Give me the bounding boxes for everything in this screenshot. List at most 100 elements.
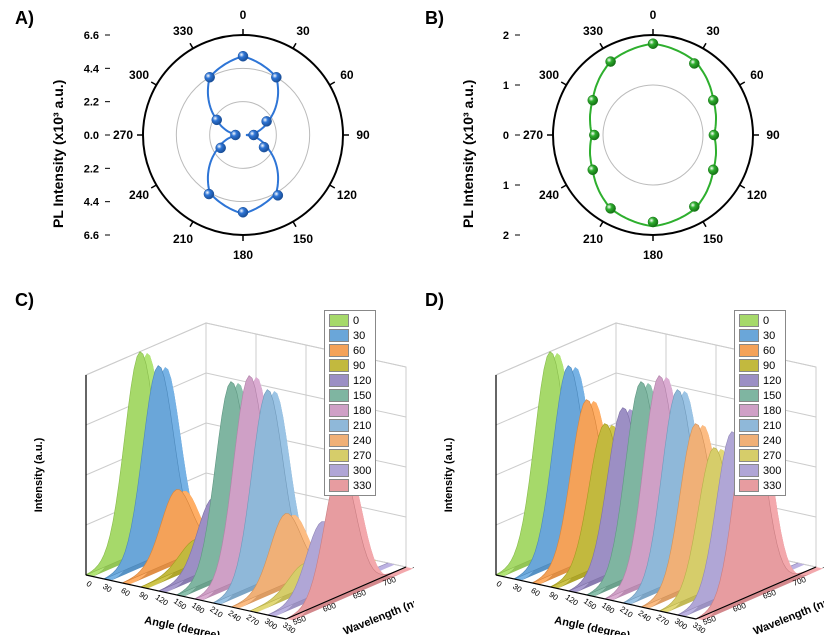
- svg-text:120: 120: [747, 188, 767, 202]
- svg-text:0: 0: [85, 579, 94, 589]
- svg-text:4.4: 4.4: [84, 63, 100, 75]
- legend-swatch: [329, 314, 349, 327]
- legend-label: 300: [353, 465, 371, 477]
- legend-swatch: [329, 449, 349, 462]
- svg-text:240: 240: [539, 188, 559, 202]
- legend-label: 0: [353, 315, 359, 327]
- svg-text:90: 90: [137, 590, 150, 603]
- svg-text:270: 270: [245, 613, 262, 628]
- legend-c: 0306090120150180210240270300330: [324, 310, 376, 496]
- legend-item: 330: [739, 478, 781, 493]
- legend-item: 0: [329, 313, 371, 328]
- legend-label: 330: [353, 480, 371, 492]
- legend-d: 0 30 60 90 120 150 180 210 240 270 300 330: [734, 310, 786, 496]
- legend-swatch: [739, 359, 759, 372]
- svg-text:2.2: 2.2: [84, 97, 99, 109]
- svg-text:2: 2: [503, 230, 509, 242]
- legend-swatch: [739, 464, 759, 477]
- svg-text:120: 120: [337, 188, 357, 202]
- legend-label: 180: [353, 405, 371, 417]
- legend-label: 210: [763, 420, 781, 432]
- svg-text:Angle (degree): Angle (degree): [143, 614, 221, 635]
- svg-text:60: 60: [529, 586, 542, 599]
- svg-text:120: 120: [154, 593, 171, 608]
- legend-label: 90: [763, 360, 775, 372]
- legend-label: 300: [763, 465, 781, 477]
- svg-text:300: 300: [673, 617, 690, 632]
- svg-text:90: 90: [766, 128, 780, 142]
- svg-text:1: 1: [503, 180, 509, 192]
- panel-a-ylabel: PL Intensity (x10³ a.u.): [50, 48, 66, 228]
- svg-text:4.4: 4.4: [84, 197, 100, 209]
- svg-text:30: 30: [296, 24, 310, 38]
- legend-item: 120: [739, 373, 781, 388]
- figure: A) PL Intensity (x10³ a.u.) 030609012015…: [0, 0, 839, 641]
- legend-item: 300: [329, 463, 371, 478]
- legend-swatch: [739, 419, 759, 432]
- svg-text:330: 330: [173, 24, 193, 38]
- legend-swatch: [329, 374, 349, 387]
- legend-label: 180: [763, 405, 781, 417]
- legend-label: 270: [763, 450, 781, 462]
- legend-swatch: [739, 449, 759, 462]
- legend-swatch: [329, 329, 349, 342]
- svg-text:300: 300: [263, 617, 280, 632]
- svg-text:270: 270: [113, 128, 133, 142]
- svg-text:0: 0: [650, 8, 657, 22]
- svg-text:330: 330: [583, 24, 603, 38]
- legend-swatch: [329, 359, 349, 372]
- legend-label: 30: [763, 330, 775, 342]
- legend-swatch: [739, 374, 759, 387]
- legend-label: 90: [353, 360, 365, 372]
- svg-text:270: 270: [523, 128, 543, 142]
- legend-item: 210: [329, 418, 371, 433]
- svg-text:150: 150: [582, 597, 599, 612]
- legend-label: 330: [763, 480, 781, 492]
- svg-text:180: 180: [600, 601, 617, 616]
- polar-chart-a: 03060901201501802102402703003300.02.22.2…: [78, 5, 408, 265]
- legend-item: 270: [739, 448, 781, 463]
- svg-text:150: 150: [293, 232, 313, 246]
- svg-text:210: 210: [208, 605, 225, 620]
- svg-text:240: 240: [129, 188, 149, 202]
- svg-text:150: 150: [703, 232, 723, 246]
- svg-text:240: 240: [636, 609, 653, 624]
- svg-text:150: 150: [172, 597, 189, 612]
- svg-text:Angle (degree): Angle (degree): [553, 614, 631, 635]
- legend-item: 90: [329, 358, 371, 373]
- legend-label: 120: [763, 375, 781, 387]
- svg-text:180: 180: [233, 248, 253, 262]
- legend-item: 0: [739, 313, 781, 328]
- svg-text:30: 30: [706, 24, 720, 38]
- legend-item: 90: [739, 358, 781, 373]
- svg-text:60: 60: [119, 586, 132, 599]
- legend-label: 240: [353, 435, 371, 447]
- svg-text:30: 30: [511, 582, 524, 595]
- svg-text:6.6: 6.6: [84, 30, 99, 42]
- legend-item: 120: [329, 373, 371, 388]
- svg-text:210: 210: [173, 232, 193, 246]
- legend-label: 0: [763, 315, 769, 327]
- svg-text:1: 1: [503, 80, 509, 92]
- legend-label: 240: [763, 435, 781, 447]
- svg-text:300: 300: [539, 68, 559, 82]
- legend-label: 120: [353, 375, 371, 387]
- legend-swatch: [739, 404, 759, 417]
- svg-text:Intensity (a.u.): Intensity (a.u.): [443, 437, 455, 512]
- legend-label: 60: [763, 345, 775, 357]
- legend-item: 30: [329, 328, 371, 343]
- legend-label: 150: [353, 390, 371, 402]
- legend-item: 150: [329, 388, 371, 403]
- legend-swatch: [329, 479, 349, 492]
- legend-swatch: [329, 464, 349, 477]
- svg-text:Wavelength (nm): Wavelength (nm): [752, 594, 824, 635]
- legend-item: 180: [739, 403, 781, 418]
- polar-chart-b: 030609012015018021024027030033001122: [488, 5, 818, 265]
- legend-swatch: [329, 434, 349, 447]
- svg-text:120: 120: [564, 593, 581, 608]
- legend-item: 150: [739, 388, 781, 403]
- legend-swatch: [739, 479, 759, 492]
- legend-label: 150: [763, 390, 781, 402]
- legend-item: 60: [739, 343, 781, 358]
- svg-text:90: 90: [547, 590, 560, 603]
